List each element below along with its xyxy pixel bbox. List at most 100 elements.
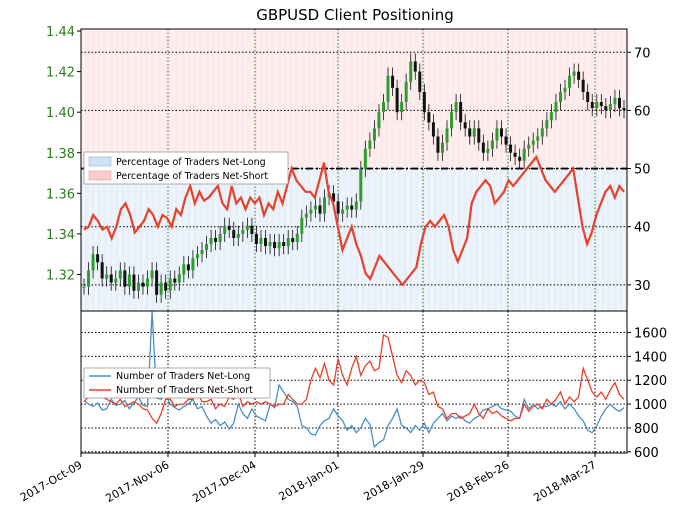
candle-body	[91, 254, 95, 271]
candle-body	[391, 75, 395, 88]
candle-body	[323, 197, 327, 214]
candle-body	[109, 274, 113, 283]
candle-body	[332, 193, 336, 202]
candle-body	[568, 75, 572, 88]
bottom-panel: 600 800 1000 1200 1400 1600 Number of Traders…	[80, 310, 667, 461]
candle-body	[318, 205, 322, 214]
bottom-tick-label: 1000	[634, 398, 667, 413]
candle-body	[309, 209, 313, 214]
candle-body	[477, 128, 481, 143]
net-long-count-line	[83, 310, 625, 449]
bottom-legend: Number of Traders Net-Long Number of Tra…	[83, 367, 271, 399]
candle-body	[581, 79, 585, 92]
price-candles	[82, 53, 626, 303]
bottom-tick-label: 1400	[634, 350, 667, 365]
candle-body	[354, 201, 358, 210]
candle-body	[381, 102, 385, 113]
candle-body	[495, 128, 499, 141]
candle-body	[291, 237, 295, 243]
candle-body	[422, 91, 426, 113]
candle-body	[404, 81, 408, 103]
candle-body	[427, 112, 431, 123]
candle-body	[254, 233, 258, 245]
left-tick-label: 1.38	[46, 147, 75, 162]
candle-body	[286, 237, 290, 247]
net-short-percentage-line	[83, 154, 625, 287]
candle-body	[164, 282, 168, 291]
candle-body	[100, 262, 104, 279]
candle-body	[504, 136, 508, 145]
candle-body	[177, 274, 181, 283]
candle-body	[463, 122, 467, 129]
candle-body	[595, 102, 599, 109]
candle-body	[141, 282, 145, 287]
candle-body	[540, 128, 544, 137]
candle-body	[481, 142, 485, 153]
candle-body	[264, 237, 268, 247]
candle-body	[282, 242, 286, 247]
candle-body	[227, 225, 231, 230]
candle-body	[127, 274, 131, 287]
candle-body	[345, 205, 349, 210]
candle-body	[368, 140, 372, 149]
chart-title: GBPUSD Client Positioning	[256, 6, 454, 24]
right-tick-label: 50	[634, 163, 651, 178]
candle-body	[554, 102, 558, 113]
candle-body	[268, 242, 272, 247]
legend-count-long-label: Number of Traders Net-Long	[116, 371, 250, 382]
candle-body	[114, 278, 118, 283]
candle-body	[118, 270, 122, 279]
candle-body	[499, 128, 503, 137]
candle-body	[341, 209, 345, 214]
legend-net-short-label: Percentage of Traders Net-Short	[116, 171, 268, 182]
candle-body	[245, 225, 249, 230]
candle-body	[200, 250, 204, 255]
candle-body	[182, 264, 186, 275]
main-legend: Percentage of Traders Net-Long Percentag…	[83, 151, 289, 185]
candle-body	[468, 128, 472, 137]
candle-body	[223, 225, 227, 234]
x-tick-label: 2018-Jan-29	[362, 458, 427, 503]
candle-body	[155, 270, 159, 295]
candle-body	[300, 217, 304, 234]
candle-body	[577, 71, 581, 80]
candle-body	[313, 205, 317, 210]
candle-body	[132, 274, 136, 291]
candle-body	[549, 112, 553, 121]
left-tick-label: 1.42	[46, 66, 75, 81]
candle-body	[604, 106, 608, 111]
candle-body	[509, 144, 513, 153]
candle-body	[536, 136, 540, 141]
candle-body	[123, 270, 127, 287]
candle-body	[186, 264, 190, 271]
x-tick-label: 2018-Jan-01	[277, 458, 342, 503]
bottom-grid	[80, 311, 627, 453]
candle-body	[400, 102, 404, 113]
bottom-right-axis-ticks: 600 800 1000 1200 1400 1600	[627, 326, 667, 461]
right-tick-label: 70	[634, 46, 651, 61]
candle-body	[545, 120, 549, 129]
candle-body	[518, 156, 522, 161]
candle-body	[608, 104, 612, 111]
candle-body	[173, 278, 177, 283]
x-tick-label: 2018-Mar-27	[531, 458, 598, 504]
candle-body	[241, 229, 245, 234]
candle-body	[377, 112, 381, 129]
candle-body	[350, 205, 354, 210]
candle-body	[431, 122, 435, 137]
candle-body	[459, 102, 463, 123]
bottom-tick-label: 1600	[634, 326, 667, 341]
candle-body	[159, 282, 163, 295]
candle-body	[513, 152, 517, 157]
right-axis-ticks: 30 40 50 60 70	[627, 46, 651, 294]
candle-body	[472, 128, 476, 137]
candle-body	[599, 102, 603, 107]
bottom-tick-label: 800	[634, 422, 659, 437]
legend-net-long-label: Percentage of Traders Net-Long	[116, 157, 266, 168]
candle-body	[87, 270, 91, 287]
candle-body	[413, 61, 417, 72]
right-tick-label: 30	[634, 279, 651, 294]
candle-body	[522, 148, 526, 161]
candle-body	[136, 282, 140, 291]
legend-count-short-label: Number of Traders Net-Short	[116, 385, 253, 396]
